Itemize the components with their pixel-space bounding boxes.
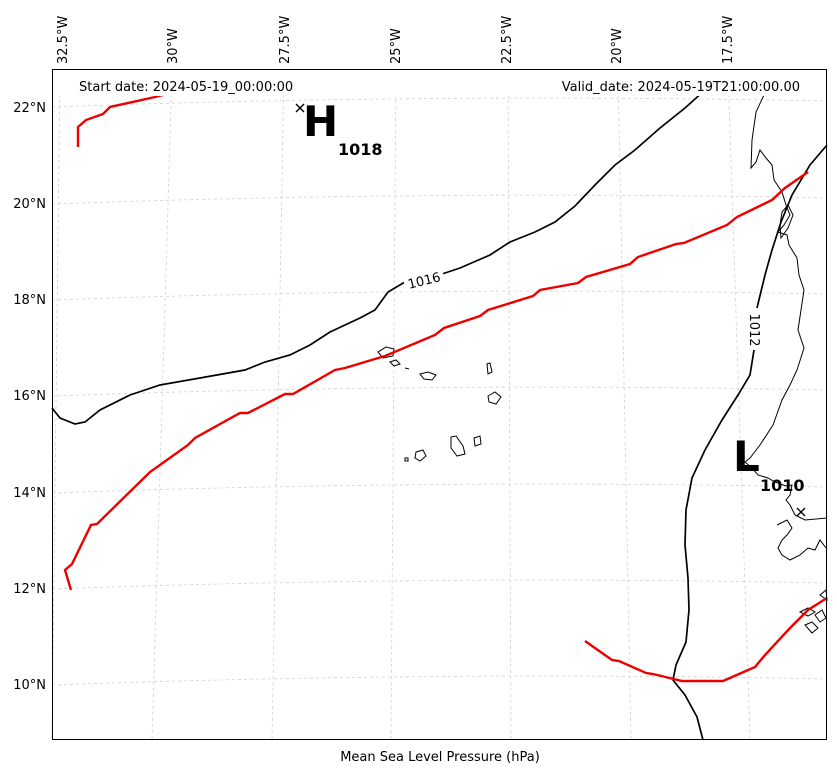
lat-tick-labels: 22°N 20°N 18°N 16°N 14°N 12°N 10°N	[13, 101, 46, 693]
red-isobar-south	[584, 596, 828, 683]
lon-tick: 27.5°W	[278, 16, 293, 64]
isobar-1016	[51, 69, 731, 425]
lat-tick: 10°N	[13, 678, 46, 693]
lon-tick-labels: 32.5°W 30°W 27.5°W 25°W 22.5°W 20°W 17.5…	[56, 16, 736, 64]
lat-tick: 18°N	[13, 293, 46, 308]
header-band	[53, 70, 826, 96]
lat-tick: 16°N	[13, 389, 46, 404]
isobar-label-1016: 1016	[406, 270, 442, 293]
high-value: 1018	[338, 140, 383, 159]
lon-tick: 17.5°W	[721, 16, 736, 64]
low-letter: L	[733, 432, 760, 481]
isobar-red	[63, 68, 828, 683]
low-value: 1010	[760, 476, 805, 495]
low-pressure-center: L 1010	[733, 432, 806, 517]
start-date: Start date: 2024-05-19_00:00:00	[79, 80, 293, 95]
lon-tick: 22.5°W	[500, 16, 515, 64]
high-center-marker-icon	[295, 103, 305, 113]
lon-tick: 20°W	[610, 28, 625, 64]
lat-tick: 12°N	[13, 582, 46, 597]
map-caption: Mean Sea Level Pressure (hPa)	[340, 750, 540, 765]
lon-tick: 32.5°W	[56, 16, 71, 64]
graticule	[51, 69, 828, 741]
low-center-marker-icon	[796, 507, 806, 517]
lat-tick: 22°N	[13, 101, 46, 116]
high-pressure-center: H 1018	[295, 97, 383, 159]
high-letter: H	[303, 97, 338, 146]
lon-tick: 25°W	[389, 28, 404, 64]
lat-tick: 20°N	[13, 197, 46, 212]
lon-tick: 30°W	[166, 28, 181, 64]
valid-date: Valid_date: 2024-05-19T21:00:00.00	[562, 80, 800, 95]
coastlines	[377, 69, 828, 634]
isobar-black	[51, 69, 828, 741]
red-isobar-main	[63, 171, 809, 591]
lat-tick: 14°N	[13, 486, 46, 501]
plot-frame	[52, 69, 827, 740]
isobar-1012	[672, 144, 828, 741]
isobar-label-1012: 1012	[746, 313, 761, 346]
